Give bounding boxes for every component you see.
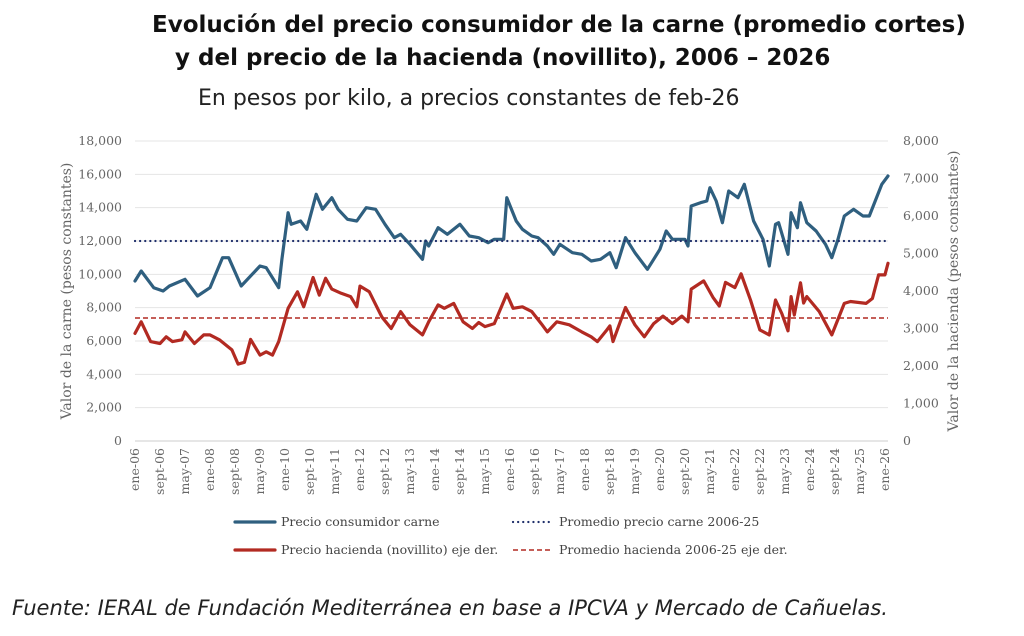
y-right-tick-label: 4,000 xyxy=(903,283,939,298)
legend-label: Precio hacienda (novillito) eje der. xyxy=(281,542,498,557)
x-tick-label: sept-08 xyxy=(227,448,242,495)
x-tick-label: ene-06 xyxy=(127,448,142,491)
x-tick-label: may-09 xyxy=(252,448,267,495)
y-right-tick-label: 2,000 xyxy=(903,358,939,373)
x-tick-label: sept-20 xyxy=(677,448,692,495)
x-tick-label: may-07 xyxy=(177,448,192,495)
source-note: Fuente: IERAL de Fundación Mediterránea … xyxy=(12,596,888,620)
x-tick-label: sept-24 xyxy=(827,448,842,495)
y-tick-label: 6,000 xyxy=(86,333,122,348)
y-right-tick-label: 5,000 xyxy=(903,246,939,261)
x-tick-label: ene-24 xyxy=(802,448,817,491)
y-right-tick-label: 7,000 xyxy=(903,171,939,186)
x-tick-label: sept-14 xyxy=(452,448,467,495)
x-tick-label: may-21 xyxy=(702,448,717,495)
y-tick-label: 14,000 xyxy=(78,200,122,215)
x-tick-label: may-25 xyxy=(852,448,867,495)
x-tick-label: ene-18 xyxy=(577,448,592,491)
x-tick-label: ene-16 xyxy=(502,448,517,491)
legend-label: Promedio hacienda 2006-25 eje der. xyxy=(559,542,788,557)
y-right-axis-label: Valor de la hacienda (pesos constantes) xyxy=(946,151,962,433)
y-right-tick-label: 1,000 xyxy=(903,396,939,411)
x-tick-label: ene-12 xyxy=(352,448,367,491)
y-tick-label: 16,000 xyxy=(78,166,122,181)
y-right-tick-label: 3,000 xyxy=(903,321,939,336)
y-tick-label: 8,000 xyxy=(86,300,122,315)
x-tick-label: ene-10 xyxy=(277,448,292,491)
x-tick-label: sept-18 xyxy=(602,448,617,495)
x-tick-label: may-11 xyxy=(327,448,342,495)
x-tick-label: may-17 xyxy=(552,448,567,495)
legend-label: Promedio precio carne 2006-25 xyxy=(559,514,759,529)
chart-title-line1: Evolución del precio consumidor de la ca… xyxy=(152,12,966,38)
y-tick-label: 4,000 xyxy=(86,366,122,381)
y-tick-label: 10,000 xyxy=(78,266,122,281)
y-tick-label: 18,000 xyxy=(78,133,122,148)
x-tick-label: may-19 xyxy=(627,448,642,495)
x-tick-label: may-15 xyxy=(477,448,492,495)
y-right-tick-label: 0 xyxy=(903,433,911,448)
chart-subtitle: En pesos por kilo, a precios constantes … xyxy=(198,86,740,111)
y-right-tick-label: 8,000 xyxy=(903,133,939,148)
x-tick-label: ene-26 xyxy=(877,448,892,491)
x-tick-label: sept-22 xyxy=(752,448,767,495)
x-tick-label: sept-12 xyxy=(377,448,392,495)
chart-title-line2: y del precio de la hacienda (novillito),… xyxy=(175,45,831,71)
y-tick-label: 12,000 xyxy=(78,233,122,248)
x-tick-label: may-13 xyxy=(402,448,417,495)
x-tick-label: ene-22 xyxy=(727,448,742,491)
y-right-tick-label: 6,000 xyxy=(903,208,939,223)
x-tick-label: may-23 xyxy=(777,448,792,495)
y-axis-label: Valor de la carne (pesos constantes) xyxy=(59,163,75,421)
legend-label: Precio consumidor carne xyxy=(281,514,440,529)
y-tick-label: 2,000 xyxy=(86,400,122,415)
y-tick-label: 0 xyxy=(114,433,122,448)
x-tick-label: ene-08 xyxy=(202,448,217,491)
series-line-2 xyxy=(133,261,890,366)
x-tick-label: sept-16 xyxy=(527,448,542,495)
x-tick-label: ene-14 xyxy=(427,448,442,491)
series-line-0 xyxy=(133,174,890,298)
x-tick-label: ene-20 xyxy=(652,448,667,491)
x-tick-label: sept-06 xyxy=(152,448,167,495)
x-tick-label: sept-10 xyxy=(302,448,317,495)
